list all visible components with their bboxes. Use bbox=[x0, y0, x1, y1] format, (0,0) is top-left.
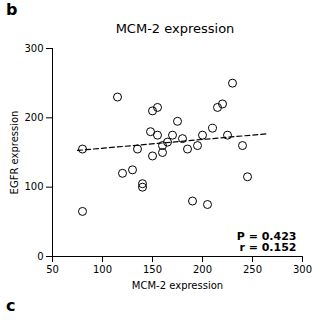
svg-text:200: 200 bbox=[24, 112, 43, 123]
html-text:c: c bbox=[6, 296, 16, 315]
svg-text:300: 300 bbox=[24, 43, 43, 54]
svg-text:100: 100 bbox=[93, 264, 112, 275]
svg-text:MCM-2 expression: MCM-2 expression bbox=[132, 280, 223, 291]
html-text:b: b bbox=[6, 0, 18, 19]
svg-text:EGFR expression: EGFR expression bbox=[9, 111, 20, 195]
svg-text:300: 300 bbox=[293, 264, 312, 275]
html-text:MCM-2 expression: MCM-2 expression bbox=[115, 21, 235, 36]
svg-text:150: 150 bbox=[143, 264, 162, 275]
svg-text:100: 100 bbox=[24, 181, 43, 192]
svg-text:250: 250 bbox=[243, 264, 262, 275]
svg-text:200: 200 bbox=[193, 264, 212, 275]
svg-text:0: 0 bbox=[37, 251, 43, 262]
svg-text:P = 0.423r = 0.152: P = 0.423r = 0.152 bbox=[237, 230, 297, 254]
svg-text:50: 50 bbox=[46, 264, 59, 275]
